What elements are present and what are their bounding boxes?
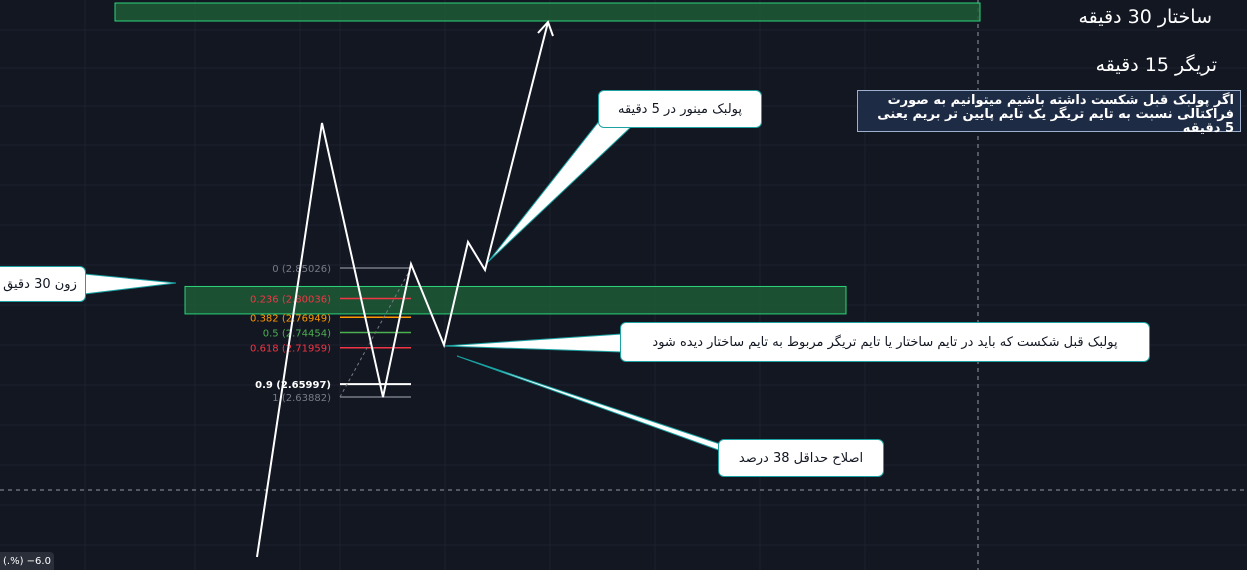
callout-zone-30[interactable]: زون 30 دقیق [0, 266, 86, 302]
fib-label-1: 1 (2.63882) [272, 393, 331, 404]
fractal-note: اگر پولبک قبل شکست داشته باشیم میتوانیم … [857, 90, 1241, 136]
target-zone-rect [114, 2, 981, 22]
price-path-layer [256, 20, 554, 558]
fib-label-0.236: 0.236 (2.80036) [250, 294, 331, 305]
callout-min-correction[interactable]: اصلاح حداقل 38 درصد [718, 439, 884, 477]
fib-label-0.382: 0.382 (2.76949) [250, 313, 331, 324]
pointer-min-correction [456, 355, 736, 457]
pointer-minor-pullback [487, 119, 634, 263]
callout-minor-pullback[interactable]: پولبک مینور در 5 دقیقه [598, 90, 762, 128]
pointer-pullback-before-break [443, 333, 623, 353]
structure-title: ساختار 30 دقیقه [1078, 6, 1212, 28]
fib-label-0.618: 0.618 (2.71959) [250, 344, 331, 355]
price-path-line [256, 21, 549, 558]
fib-trend-line [339, 267, 412, 398]
pointer-zone-30 [83, 273, 177, 295]
arrow-head-icon [537, 20, 554, 37]
fib-label-0: 0 (2.85026) [272, 264, 331, 275]
callout-pullback-before-break[interactable]: پولبک قبل شکست که باید در تایم ساختار یا… [620, 322, 1150, 362]
fib-label-0.5: 0.5 (2.74454) [263, 329, 331, 340]
fib-label-0.9: 0.9 (2.65997) [255, 380, 331, 391]
callout-pointers [83, 119, 736, 457]
status-badge: (.%) −6.0 [0, 552, 54, 570]
trigger-title: تریگر 15 دقیقه [1095, 54, 1217, 76]
zones-layer [114, 2, 981, 315]
fibonacci-layer: 0 (2.85026) 0.236 (2.80036) 0.382 (2.76949… [250, 264, 412, 404]
